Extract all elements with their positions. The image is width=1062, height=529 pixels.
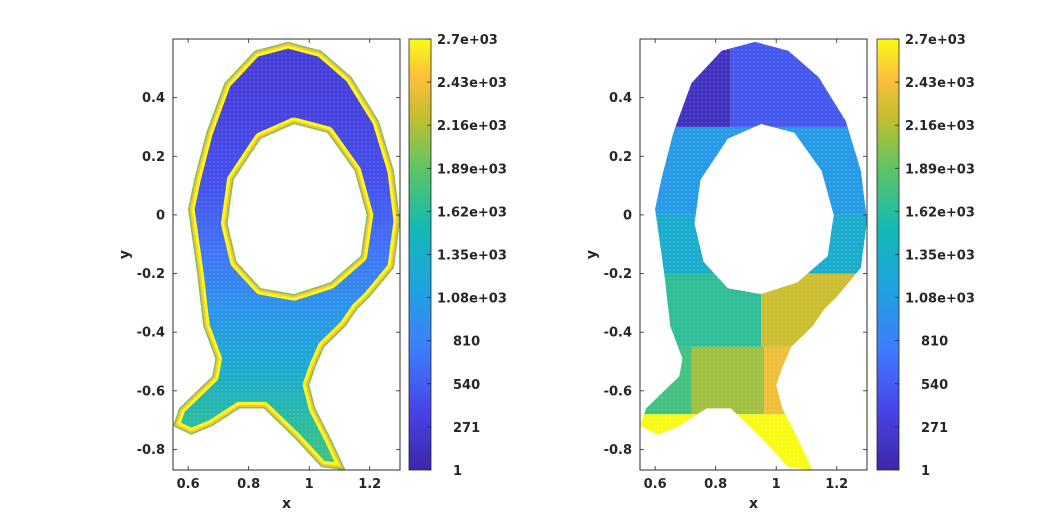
y-tick-label: -0.4 [604,326,632,341]
axes-frame [639,38,868,471]
colorbar-tick-label: 271 [921,421,948,436]
x-axis-label: x [282,496,291,512]
y-tick-label: -0.6 [604,384,632,399]
y-tick-label: -0.4 [137,326,165,341]
colorbar-tick-label: 1.62e+03 [905,205,975,220]
y-tick-label: 0.4 [609,91,632,106]
colorbar-tick-label: 1.62e+03 [437,205,507,220]
y-tick-label: -0.6 [137,384,165,399]
y-tick-label: -0.8 [604,443,632,458]
colorbar-tick-label: 271 [453,421,480,436]
y-tick-label: 0.2 [142,150,165,165]
colorbar-tick-label: 2.43e+03 [437,76,507,91]
y-tick-label: 0.4 [142,91,165,106]
y-tick-label: 0 [623,208,632,223]
colorbar-tick-label: 1.08e+03 [905,292,975,307]
colorbar-tick-label: 540 [453,378,480,393]
colorbar-tick-label: 1.35e+03 [905,249,975,264]
x-tick-label: 1 [772,477,781,492]
colorbar-tick-label: 1.89e+03 [437,162,507,177]
y-tick-label: -0.2 [604,267,632,282]
colorbar-tick-label: 1.35e+03 [437,249,507,264]
colorbar-tick-label: 2.7e+03 [437,33,498,48]
colorbar-tick-label: 1.89e+03 [905,162,975,177]
colorbar-tick-label: 2.43e+03 [905,76,975,91]
left-plot: 0.6 0.8 1 1.2 0.4 0.2 0 -0.2 -0.4 -0.6 -0.8 x y 2.7e+… [117,33,507,512]
axes-frame [172,38,401,471]
colorbar-tick-label: 1 [921,464,930,479]
colorbar-tick-label: 810 [921,335,948,350]
y-axis-label: y [117,250,133,259]
x-tick-label: 0.6 [644,477,667,492]
x-tick-label: 0.8 [237,477,260,492]
x-tick-label: 1.2 [825,477,848,492]
y-axis-label: y [584,250,600,259]
colorbar-tick-label: 1 [453,464,462,479]
x-tick-label: 1.2 [358,477,381,492]
right-plot: 0.6 0.8 1 1.2 0.4 0.2 0 -0.2 -0.4 -0.6 -0.8 x y 2.7e+… [584,33,975,512]
x-tick-label: 1 [305,477,314,492]
colorbar-tick-label: 2.7e+03 [905,33,966,48]
x-tick-label: 0.8 [704,477,727,492]
x-tick-label: 0.6 [177,477,200,492]
y-tick-label: -0.2 [137,267,165,282]
colorbar-tick-label: 810 [453,335,480,350]
colorbar-tick-label: 1.08e+03 [437,292,507,307]
colorbar-tick-label: 540 [921,378,948,393]
colorbar-tick-label: 2.16e+03 [437,119,507,134]
x-axis-label: x [749,496,758,512]
y-tick-label: -0.8 [137,443,165,458]
colorbar-tick-label: 2.16e+03 [905,119,975,134]
y-tick-label: 0.2 [609,150,632,165]
y-tick-label: 0 [156,208,165,223]
